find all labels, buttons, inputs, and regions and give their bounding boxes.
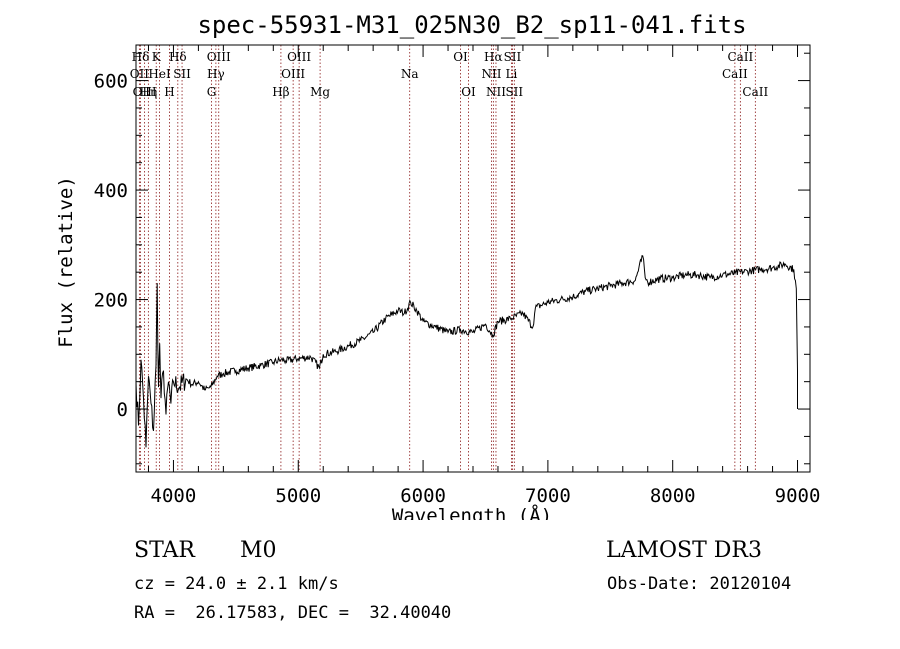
line-label: CaII <box>742 85 768 99</box>
y-tick-label: 200 <box>94 290 128 312</box>
y-axis: 0 200 400 600 <box>94 52 810 465</box>
line-label: OI <box>453 50 468 64</box>
line-label: OIII <box>207 50 231 64</box>
line-label: HeI <box>148 67 171 81</box>
line-label: SII <box>505 85 523 99</box>
line-label: K <box>152 50 162 64</box>
object-class: STAR <box>134 538 195 563</box>
line-label: Mg <box>310 85 330 99</box>
line-label: Hβ <box>272 85 289 99</box>
y-tick-label: 600 <box>94 71 128 93</box>
observation-date: Obs-Date: 20120104 <box>607 574 792 594</box>
line-label: Hδ <box>169 50 187 64</box>
emission-line-markers <box>138 45 756 472</box>
survey-label: LAMOST DR3 <box>606 538 762 563</box>
line-label: Hη <box>140 85 158 99</box>
x-tick-label: 7000 <box>525 485 571 507</box>
line-label: SII <box>173 67 191 81</box>
y-tick-label: 0 <box>117 399 128 421</box>
coordinates: RA = 26.17583, DEC = 32.40040 <box>134 603 452 623</box>
y-axis-label: Flux (relative) <box>55 176 77 348</box>
x-tick-label: 5000 <box>275 485 321 507</box>
spectrum-series <box>135 255 798 448</box>
line-label: CaII <box>727 50 753 64</box>
line-label: OIII <box>133 85 157 99</box>
line-label: Hα <box>484 50 503 64</box>
subclass: M0 <box>240 538 277 563</box>
line-label: NII <box>481 67 501 81</box>
x-tick-label: 9000 <box>775 485 821 507</box>
line-label: Hγ <box>207 67 225 81</box>
line-label: Hδ <box>132 50 150 64</box>
line-label: G <box>207 85 217 99</box>
x-tick-label: 6000 <box>400 485 446 507</box>
line-label: OIII <box>287 50 311 64</box>
redshift-value: cz = 24.0 ± 2.1 km/s <box>134 574 339 594</box>
line-label: SII <box>504 50 522 64</box>
spectrum-chart: spec-55931-M31_025N30_B2_sp11-041.fits 4… <box>55 11 821 520</box>
line-label: Na <box>401 67 419 81</box>
plot-frame <box>135 44 811 473</box>
y-tick-label: 400 <box>94 180 128 202</box>
spectrum-line <box>135 255 798 448</box>
line-label: Li <box>506 67 518 81</box>
line-label: OI <box>461 85 476 99</box>
line-label: CaII <box>722 67 748 81</box>
x-axis-label: Wavelength (Å) <box>392 504 552 520</box>
line-label: OIII <box>281 67 305 81</box>
x-tick-label: 8000 <box>650 485 696 507</box>
line-label: H <box>164 85 174 99</box>
line-label: NII <box>486 85 506 99</box>
x-axis: 4000 5000 6000 7000 8000 9000 <box>147 45 821 507</box>
line-label: OII <box>130 67 150 81</box>
chart-title: spec-55931-M31_025N30_B2_sp11-041.fits <box>197 11 746 39</box>
x-tick-label: 4000 <box>151 485 197 507</box>
